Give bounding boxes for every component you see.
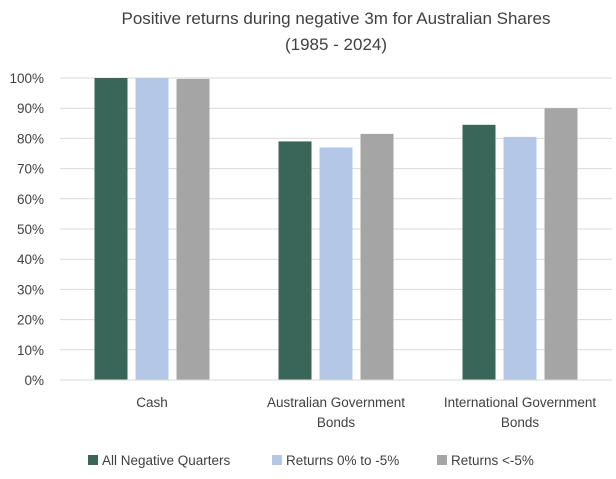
x-category-label: Australian Government bbox=[267, 395, 405, 410]
x-category-label: Bonds bbox=[317, 415, 356, 430]
bar bbox=[176, 78, 210, 380]
legend-swatch bbox=[437, 455, 447, 465]
y-tick-label: 10% bbox=[17, 343, 44, 358]
x-category-label: Bonds bbox=[501, 415, 540, 430]
y-tick-label: 90% bbox=[17, 101, 44, 116]
chart-title-line: (1985 - 2024) bbox=[285, 35, 387, 54]
y-tick-label: 30% bbox=[17, 282, 44, 297]
y-tick-label: 80% bbox=[17, 131, 44, 146]
legend-label: Returns 0% to -5% bbox=[286, 453, 399, 468]
legend-label: All Negative Quarters bbox=[102, 453, 231, 468]
bar bbox=[360, 133, 394, 380]
chart-title-line: Positive returns during negative 3m for … bbox=[121, 9, 550, 28]
y-tick-label: 70% bbox=[17, 162, 44, 177]
x-axis: Cash Australian Government Bonds Internatio… bbox=[60, 379, 612, 430]
y-tick-label: 60% bbox=[17, 192, 44, 207]
bars bbox=[94, 78, 578, 380]
bar bbox=[135, 78, 169, 380]
y-tick-label: 100% bbox=[9, 71, 44, 86]
legend-label: Returns <-5% bbox=[451, 453, 534, 468]
y-tick-label: 20% bbox=[17, 313, 44, 328]
legend: All Negative Quarters Returns 0% to -5% Re… bbox=[88, 453, 534, 468]
y-tick-label: 0% bbox=[24, 373, 44, 388]
bar bbox=[544, 108, 578, 380]
legend-swatch bbox=[88, 455, 98, 465]
bar bbox=[462, 124, 496, 380]
chart-title: Positive returns during negative 3m for … bbox=[121, 9, 550, 54]
legend-swatch bbox=[272, 455, 282, 465]
y-axis-ticks: 0% 10% 20% 30% 40% 50% 60% 70% 80% 90% 100% bbox=[9, 71, 44, 388]
bar bbox=[503, 136, 537, 380]
y-tick-label: 50% bbox=[17, 222, 44, 237]
y-tick-label: 40% bbox=[17, 252, 44, 267]
x-category-label: Cash bbox=[136, 395, 168, 410]
bar bbox=[278, 141, 312, 380]
bar bbox=[319, 147, 353, 380]
x-category-label: International Government bbox=[444, 395, 597, 410]
bar bbox=[94, 78, 128, 380]
